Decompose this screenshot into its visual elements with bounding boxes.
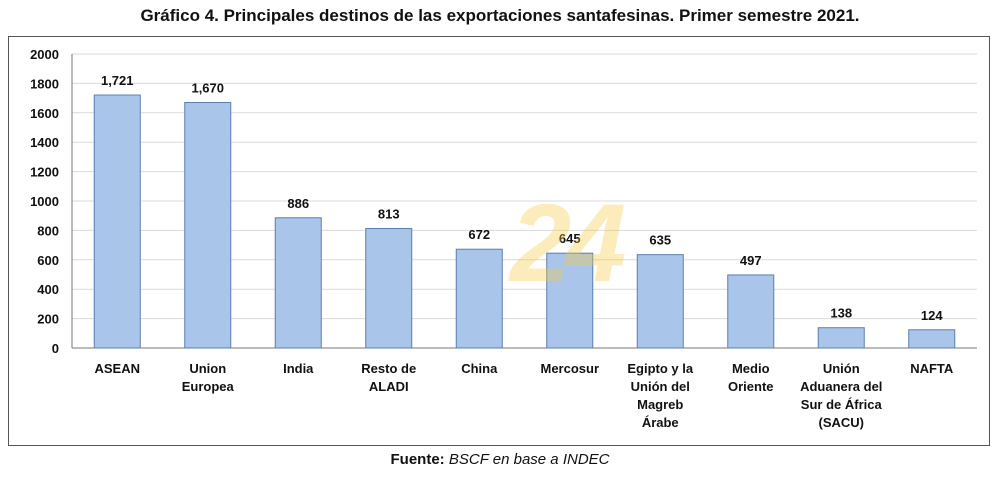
bar: [636, 254, 684, 349]
x-tick-label-line: India: [283, 361, 314, 376]
y-tick-label: 800: [37, 223, 59, 238]
y-tick-label: 1400: [30, 135, 59, 150]
bar: [455, 248, 503, 349]
x-tick-label: Medio Oriente: [728, 361, 774, 394]
x-tick-label-line: ASEAN: [94, 361, 140, 376]
x-tick-label: India: [283, 361, 314, 376]
y-tick-label: 1800: [30, 76, 59, 91]
x-tick-label-line: China: [461, 361, 498, 376]
source-label: Fuente:: [390, 451, 445, 468]
data-label: 635: [649, 233, 671, 248]
y-tick-label: 1000: [30, 194, 59, 209]
x-tick-label-line: Unión del: [631, 379, 690, 394]
x-tick-label-line: NAFTA: [910, 361, 954, 376]
x-tick-label: Resto de ALADI: [361, 361, 416, 394]
y-tick-label: 2000: [30, 47, 59, 62]
chart-frame: 0 200 400 600 800 1000 1200 1400 1600 1800 2000 1,7…: [8, 36, 990, 446]
data-label: 138: [830, 306, 852, 321]
y-tick-label: 200: [37, 312, 59, 327]
watermark-logo: 24: [510, 182, 626, 305]
bar: [93, 94, 141, 349]
bar: [274, 217, 322, 349]
x-tick-label: Mercosur: [540, 361, 599, 376]
x-tick-label-line: Aduanera del: [800, 379, 882, 394]
x-tick-label: Egipto y la Unión del Magreb Árabe: [627, 361, 694, 430]
bar: [817, 327, 865, 349]
x-tick-label-line: Europea: [182, 379, 235, 394]
data-label: 1,721: [101, 73, 134, 88]
source-note: Fuente: BSCF en base a INDEC: [0, 451, 1000, 468]
data-label: 124: [921, 308, 943, 323]
y-tick-label: 1600: [30, 106, 59, 121]
chart-title: Gráfico 4. Principales destinos de las e…: [140, 6, 860, 25]
x-tick-label-line: Árabe: [642, 415, 679, 430]
data-label: 497: [740, 253, 762, 268]
x-tick-label-line: Union: [189, 361, 226, 376]
x-tick-label-line: Oriente: [728, 379, 774, 394]
data-label: 886: [287, 196, 309, 211]
bar-chart: 0 200 400 600 800 1000 1200 1400 1600 1800 2000 1,7…: [30, 47, 977, 430]
x-tick-label-line: Egipto y la: [627, 361, 694, 376]
x-tick-label-line: Resto de: [361, 361, 416, 376]
x-tick-label-line: Magreb: [637, 397, 683, 412]
bar: [365, 227, 413, 349]
x-tick-label: Unión Aduanera del Sur de África (SACU): [800, 361, 882, 430]
data-label: 1,670: [191, 81, 224, 96]
y-tick-label: 1200: [30, 165, 59, 180]
x-tick-label-line: (SACU): [819, 415, 865, 430]
data-label: 645: [559, 231, 581, 246]
data-label: 672: [468, 227, 490, 242]
y-tick-label: 400: [37, 282, 59, 297]
x-tick-label-line: Medio: [732, 361, 770, 376]
x-tick-label: China: [461, 361, 498, 376]
bar: [727, 274, 775, 349]
x-tick-label: NAFTA: [910, 361, 954, 376]
x-tick-label-line: Unión: [823, 361, 860, 376]
x-tick-label-line: Mercosur: [540, 361, 599, 376]
y-tick-label: 600: [37, 253, 59, 268]
x-tick-label: Union Europea: [182, 361, 235, 394]
y-tick-label: 0: [52, 341, 59, 356]
bar: [908, 329, 956, 349]
data-label: 813: [378, 206, 400, 221]
x-tick-label-line: ALADI: [369, 379, 409, 394]
x-tick-label: ASEAN: [94, 361, 140, 376]
x-tick-label-line: Sur de África: [801, 397, 883, 412]
bar: [184, 102, 232, 349]
bar: [546, 252, 594, 349]
source-text: BSCF en base a INDEC: [444, 451, 610, 468]
